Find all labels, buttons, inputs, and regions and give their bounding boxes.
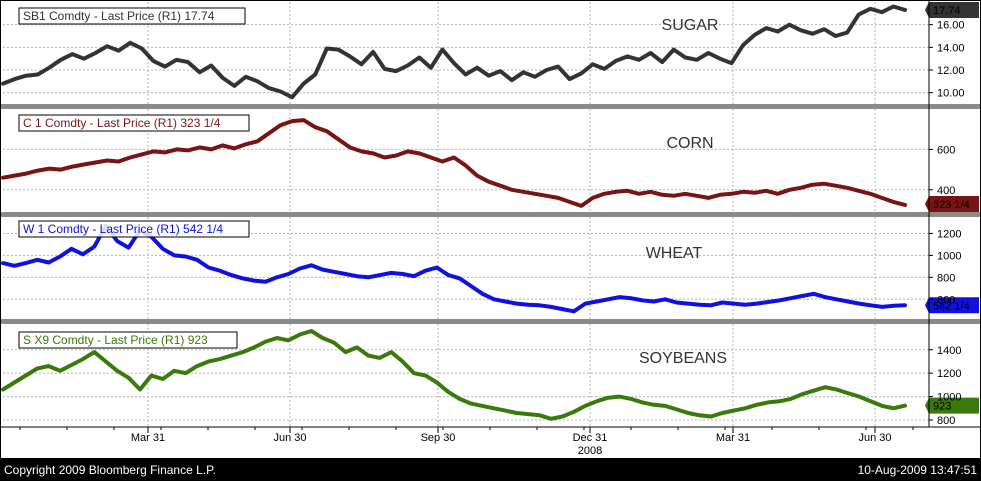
panel-separator (0, 319, 981, 324)
wheat-legend-text: W 1 Comdty - Last Price (R1) 542 1/4 (23, 222, 223, 236)
corn-title: CORN (666, 135, 713, 152)
corn-price-line (1, 118, 907, 208)
wheat-title: WHEAT (646, 245, 703, 262)
sugar-legend-box (18, 7, 246, 25)
y-tick-label: 12.00 (937, 65, 965, 77)
y-tick-label: 16.00 (937, 20, 965, 32)
y-tick-label: 1200 (937, 228, 961, 240)
sugar-last-price-marker (925, 2, 979, 18)
corn-legend-box (18, 114, 250, 132)
soybeans-legend-box (18, 331, 238, 349)
commodity-chart: SUGAR SB1 Comdty - Last Price (R1) 17.74 1… (0, 0, 981, 459)
x-tick-label: Dec 31 (573, 432, 608, 444)
wheat-last-price-label: 542 1/4 (933, 300, 970, 312)
y-tick-label: 600 (937, 294, 955, 306)
y-tick-label: 14.00 (937, 42, 965, 54)
x-year-label: 2008 (578, 445, 602, 457)
panel-separator (0, 212, 981, 217)
footer-bar: Copyright 2009 Bloomberg Finance L.P. 10… (0, 459, 981, 481)
wheat-price-line (1, 223, 907, 314)
x-tick-label: Jun 30 (273, 432, 306, 444)
corn-last-price-label: 323 1/4 (933, 199, 970, 211)
y-tick-label: 800 (937, 415, 955, 427)
y-tick-label: 1000 (937, 250, 961, 262)
x-tick-label: Mar 31 (131, 432, 165, 444)
sugar-title: SUGAR (662, 17, 719, 34)
y-tick-label: 1400 (937, 345, 961, 357)
x-tick-label: Mar 31 (716, 432, 750, 444)
sugar-legend-text: SB1 Comdty - Last Price (R1) 17.74 (23, 9, 215, 23)
panel-separator (0, 104, 981, 109)
y-tick-label: 10.00 (937, 88, 965, 100)
soybeans-last-price-marker (925, 397, 979, 414)
soybeans-title: SOYBEANS (639, 350, 727, 367)
timestamp-text: 10-Aug-2009 13:47:51 (857, 463, 977, 477)
sugar-price-line (1, 4, 907, 100)
corn-last-price-marker (925, 196, 979, 212)
corn-legend-text: C 1 Comdty - Last Price (R1) 323 1/4 (23, 116, 221, 130)
y-tick-label: 800 (937, 272, 955, 284)
x-tick-label: Jun 30 (858, 432, 891, 444)
y-tick-label: 1200 (937, 368, 961, 380)
y-tick-label: 1000 (937, 392, 961, 404)
y-tick-label: 400 (937, 185, 955, 197)
soybeans-last-price-label: 923 (933, 401, 951, 413)
soybeans-legend-text: S X9 Comdty - Last Price (R1) 923 (23, 333, 208, 347)
y-tick-label: 600 (937, 144, 955, 156)
sugar-last-price-label: 17.74 (933, 5, 961, 17)
wheat-legend-box (18, 220, 250, 238)
x-tick-label: Sep 30 (421, 432, 456, 444)
copyright-text: Copyright 2009 Bloomberg Finance L.P. (4, 463, 216, 477)
soybeans-price-line (1, 329, 907, 421)
wheat-last-price-marker (925, 297, 979, 314)
